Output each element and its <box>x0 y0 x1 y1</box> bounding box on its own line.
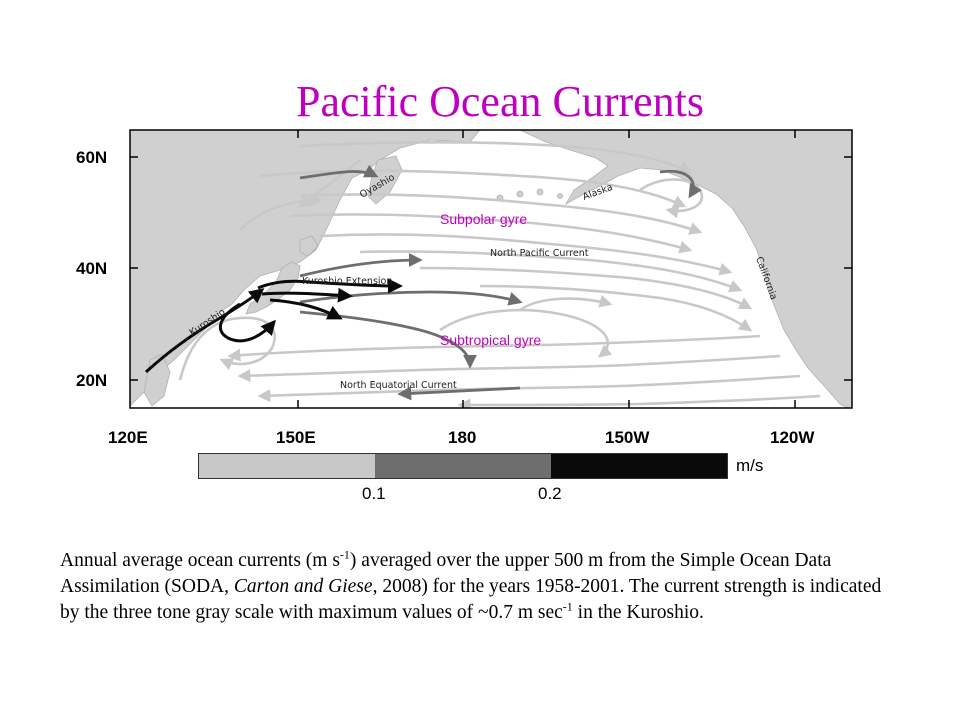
colorbar-fast-segment <box>551 454 727 478</box>
currents-slow <box>178 140 821 408</box>
colorbar-slow-segment <box>199 454 375 478</box>
page-title: Pacific Ocean Currents <box>295 77 705 126</box>
caption-text-4: in the Kuroshio. <box>572 602 704 623</box>
caption-text-3: , 2008) for the years 1958-2001. The cur… <box>60 576 882 623</box>
currents-fast <box>144 278 403 374</box>
figure-caption: Annual average ocean currents (m s-1) av… <box>60 548 900 626</box>
region-subtropical-gyre: Subtropical gyre <box>440 332 542 348</box>
caption-citation: Carton and Giese <box>233 576 373 597</box>
lon-label-180: 180 <box>448 428 477 447</box>
map-frame <box>129 129 853 409</box>
lat-label-20n: 20N <box>76 371 108 390</box>
label-kuroshio-extension: Kuroshio Extension <box>302 276 392 287</box>
label-north-equatorial-current: North Equatorial Current <box>340 380 457 391</box>
colorbar-unit: m/s <box>736 456 764 475</box>
colorbar-tick-0-1: 0.1 <box>362 484 386 503</box>
caption-sup-2: -1 <box>562 599 573 614</box>
caption-sup-1: -1 <box>339 547 350 562</box>
lon-label-150e: 150E <box>276 428 316 447</box>
hokkaido <box>299 235 319 257</box>
caption-text-1: Annual average ocean currents (m s <box>60 550 340 571</box>
lat-label-60n: 60N <box>76 148 108 167</box>
colorbar-medium-segment <box>375 454 551 478</box>
lon-label-150w: 150W <box>605 428 650 447</box>
map-ticks <box>130 130 852 408</box>
colorbar-tick-0-2: 0.2 <box>538 484 562 503</box>
region-subpolar-gyre: Subpolar gyre <box>440 211 528 227</box>
lon-label-120w: 120W <box>770 428 815 447</box>
lon-label-120e: 120E <box>108 428 148 447</box>
caption-text-2: ) averaged over the upper 500 m from the… <box>60 550 832 597</box>
speed-colorbar <box>198 453 728 479</box>
label-north-pacific-current: North Pacific Current <box>490 248 589 259</box>
north-america <box>519 130 852 408</box>
lat-label-40n: 40N <box>76 259 108 278</box>
